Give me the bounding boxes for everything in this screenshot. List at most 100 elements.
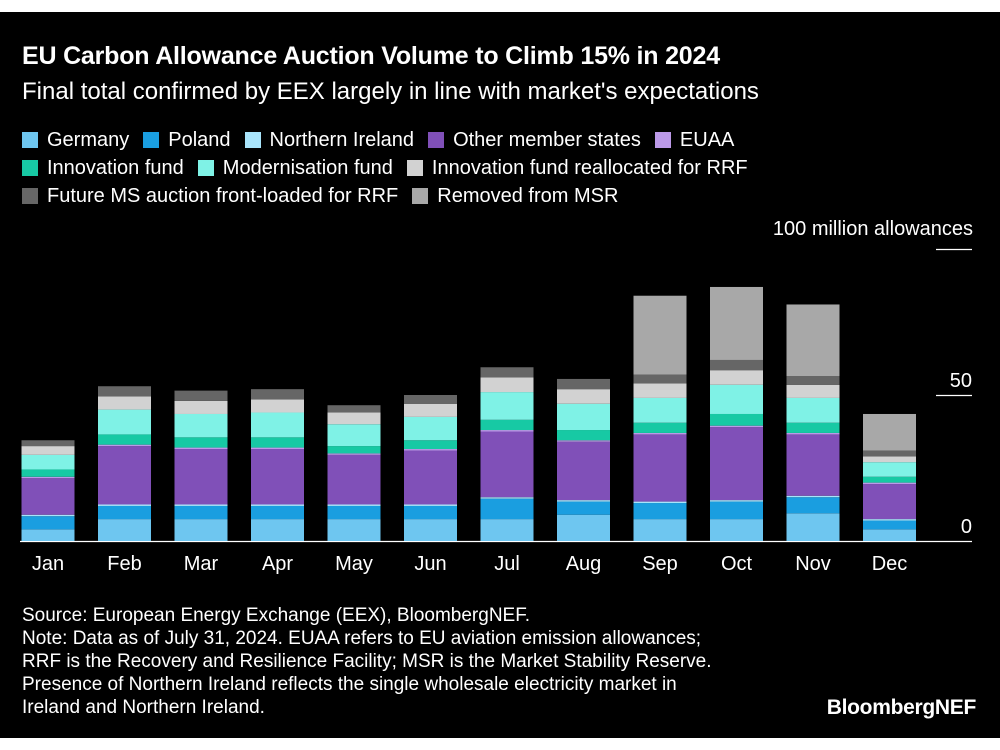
x-tick-label: Jul [494,553,520,575]
legend-item: Future MS auction front-loaded for RRF [22,185,398,208]
bar-segment [251,449,304,505]
x-tick-label: Mar [184,553,219,575]
bar-segment [21,476,75,479]
note-line: Note: Data as of July 31, 2024. EUAA ref… [22,628,702,649]
x-tick-label: May [335,553,373,575]
bar-segment [710,501,763,520]
bar-segment [251,519,304,541]
bar-segment [633,397,687,423]
bar-segment [21,440,75,447]
bar-segment [557,500,610,502]
legend-label: Germany [47,128,130,151]
source-note: Source: European Energy Exchange (EEX), … [22,605,530,626]
bar-segment [557,441,610,501]
legend-swatch [143,132,160,148]
bar-segment [557,440,610,442]
note-line: Presence of Northern Ireland reflects th… [22,674,677,695]
bar-segment [863,519,916,521]
bar-segment [786,434,840,496]
legend-item: Innovation fund [22,157,184,180]
bar-segment [21,469,75,477]
legend-row: Germany Poland Northern Ireland Other membe… [22,126,962,154]
legend-label: Innovation fund [47,156,184,179]
bar-segment [404,403,457,417]
legend-label: Poland [168,128,231,151]
note-line: RRF is the Recovery and Resilience Facil… [22,651,712,672]
bar-segment [633,374,687,384]
bar-segment [480,498,534,520]
legend-swatch [22,188,38,204]
bar-segment [710,384,763,414]
bar-segment [710,370,763,385]
bar-segment [404,504,457,506]
bar-segment [251,505,304,520]
bar-segment [327,424,381,447]
footer-notes: Source: European Energy Exchange (EEX), … [22,604,712,719]
bar-segment [251,447,304,450]
x-tick-label: Jun [414,553,446,575]
bar-segment [863,529,916,541]
bar-segment [863,520,916,530]
note-line: Ireland and Northern Ireland. [22,697,265,718]
legend-item: Removed from MSR [412,185,618,208]
bar-segment [251,399,304,413]
bar-segment [633,383,687,398]
bar-segment [174,519,228,541]
bar-segment [786,304,840,377]
bar-segment [480,392,534,420]
bar-segment [786,397,840,423]
bar-segment [480,377,534,393]
bar-segment [327,505,381,520]
bar-segment [174,447,228,450]
legend-swatch [22,160,38,176]
bar-segment [633,434,687,502]
bar-segment [633,503,687,520]
bar-segment [21,454,75,470]
bar-segment [557,514,610,541]
legend-item: Poland [143,128,231,152]
bar-segment [557,403,610,431]
legend: Germany Poland Northern Ireland Other membe… [22,126,962,210]
bar-segment [327,519,381,541]
legend-swatch [244,132,261,148]
bar-segment [98,519,151,541]
bar-segment [786,495,840,498]
bar-segment [98,444,151,447]
bar-segment [98,386,151,397]
bar-segment [327,405,381,413]
legend-item: EUAA [654,129,734,152]
bar-segment [98,434,151,445]
x-tick-label: Aug [566,553,602,575]
bar-segment [786,376,840,385]
legend-item: Innovation fund reallocated for RRF [406,156,748,180]
legend-item: Germany [22,129,129,152]
bar-segment [174,437,228,448]
bar-segment [480,419,534,431]
bar-segment [404,395,457,404]
legend-label: Removed from MSR [437,184,619,207]
bar-segment [404,505,457,520]
bar-segment [327,453,381,455]
bar-segment [98,505,151,520]
bar-segment [404,416,457,441]
bar-segment [786,513,840,541]
bar-segment [786,497,840,514]
bar-segment [557,430,610,441]
bar-segment [710,359,763,371]
bar-segment [174,505,228,520]
x-tick-label: Sep [642,553,678,575]
bar-segment [863,484,916,520]
bar-segment [174,449,228,505]
x-tick-label: Jan [32,553,64,575]
bar-segment [327,504,381,506]
bar-segment [710,519,763,541]
bar-segment [174,390,228,401]
bar-segment [21,514,75,517]
legend-label: Innovation fund reallocated for RRF [431,156,748,179]
bar-segment [633,295,687,375]
bar-segment [480,431,534,498]
bar-segment [633,519,687,541]
bar-segment [863,413,916,451]
bar-segment [786,384,840,398]
bar-segment [98,504,151,506]
